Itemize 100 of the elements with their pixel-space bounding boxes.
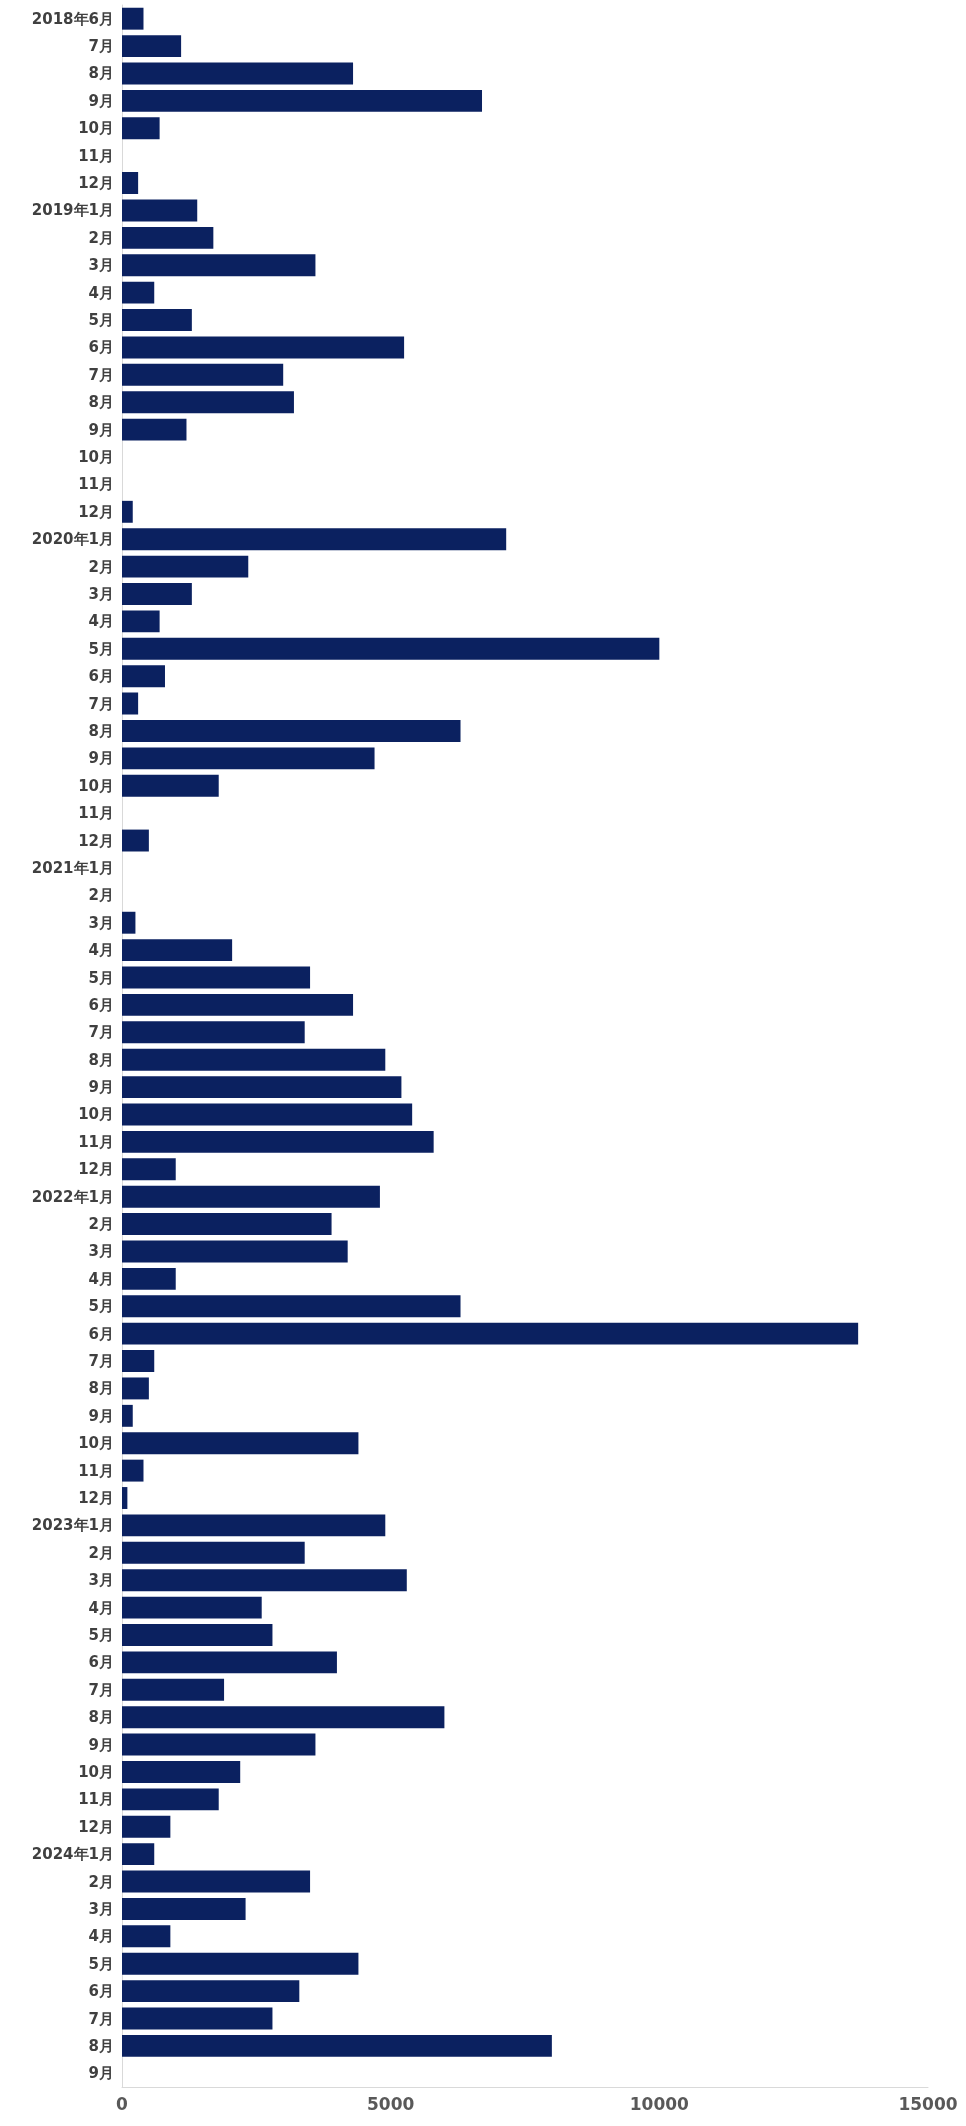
y-tick-label: 3月	[88, 1571, 114, 1590]
y-tick-label: 4月	[88, 941, 114, 960]
bar	[122, 1678, 225, 1701]
y-tick-label: 7月	[88, 694, 114, 713]
y-tick-label: 11月	[78, 1790, 114, 1809]
bar	[122, 500, 133, 523]
bar	[122, 665, 165, 688]
bar	[122, 1569, 407, 1592]
y-tick-label: 7月	[88, 365, 114, 384]
bar	[122, 1952, 359, 1975]
y-tick-label: 9月	[88, 1735, 114, 1754]
y-tick-label: 6月	[88, 338, 114, 357]
bar	[122, 1404, 133, 1427]
bar	[122, 939, 233, 962]
y-tick-label: 2月	[88, 1543, 114, 1562]
y-tick-label: 6月	[88, 1653, 114, 1672]
bar	[122, 583, 192, 605]
bar	[122, 692, 139, 715]
bar	[122, 1541, 305, 1564]
bar	[122, 747, 375, 770]
bar	[122, 1980, 300, 2003]
y-tick-label: 8月	[88, 2036, 114, 2055]
y-tick-label: 2018年6月	[31, 9, 114, 28]
bar	[122, 1350, 155, 1372]
y-tick-label: 6月	[88, 995, 114, 1014]
bar	[122, 1267, 176, 1290]
y-tick-label: 10月	[78, 448, 114, 467]
y-tick-label: 2021年1月	[31, 858, 114, 877]
bar	[122, 89, 483, 112]
y-tick-label: 3月	[88, 256, 114, 275]
y-tick-label: 8月	[88, 1050, 114, 1069]
y-tick-label: 9月	[88, 1406, 114, 1425]
bar	[122, 254, 316, 277]
bar	[122, 528, 507, 551]
bar	[122, 1651, 337, 1674]
x-tick-label: 5000	[367, 2093, 415, 2114]
bar	[122, 1021, 305, 1044]
bar	[122, 774, 219, 797]
y-tick-label: 4月	[88, 283, 114, 302]
y-tick-label: 8月	[88, 1708, 114, 1727]
y-tick-label: 5月	[88, 968, 114, 987]
bar	[122, 1432, 359, 1455]
y-tick-label: 10月	[78, 119, 114, 138]
bar	[122, 1596, 262, 1619]
bar	[122, 610, 160, 633]
bar	[122, 1870, 311, 1893]
bar	[122, 418, 187, 441]
bar	[122, 1158, 176, 1181]
bar	[122, 1459, 144, 1482]
y-tick-label: 12月	[78, 174, 114, 193]
y-tick-label: 9月	[88, 1078, 114, 1097]
y-tick-label: 12月	[78, 831, 114, 850]
bar	[122, 1761, 241, 1783]
bar	[122, 226, 214, 249]
y-tick-label: 10月	[78, 1434, 114, 1453]
y-tick-label: 7月	[88, 2009, 114, 2028]
y-tick-label: 2023年1月	[31, 1516, 114, 1535]
bar	[122, 62, 354, 85]
y-tick-label: 2月	[88, 557, 114, 576]
y-tick-label: 8月	[88, 721, 114, 740]
bar	[122, 555, 249, 578]
bar	[122, 336, 405, 359]
y-tick-label: 5月	[88, 311, 114, 330]
y-tick-label: 7月	[88, 37, 114, 56]
y-tick-label: 3月	[88, 913, 114, 932]
y-tick-label: 9月	[88, 420, 114, 439]
y-tick-label: 3月	[88, 1242, 114, 1261]
y-tick-label: 4月	[88, 1269, 114, 1288]
y-tick-label: 11月	[78, 475, 114, 494]
y-tick-label: 12月	[78, 1160, 114, 1179]
bar	[122, 1130, 434, 1153]
y-tick-label: 3月	[88, 1899, 114, 1918]
y-tick-label: 7月	[88, 1352, 114, 1371]
bar	[122, 1048, 386, 1071]
y-tick-label: 8月	[88, 64, 114, 83]
y-tick-label: 8月	[88, 1379, 114, 1398]
y-tick-label: 5月	[88, 1297, 114, 1316]
bar	[122, 1514, 386, 1537]
bar	[122, 117, 160, 140]
bar	[122, 363, 284, 386]
bar	[122, 172, 139, 195]
bar	[122, 309, 192, 331]
bar	[122, 1733, 316, 1756]
bar	[122, 1624, 273, 1646]
y-tick-label: 4月	[88, 612, 114, 631]
y-tick-label: 2022年1月	[31, 1187, 114, 1206]
bar	[122, 993, 354, 1016]
bar	[122, 1295, 461, 1318]
y-tick-label: 5月	[88, 1954, 114, 1973]
bar	[122, 1213, 332, 1236]
bar	[122, 1103, 413, 1126]
y-tick-label: 3月	[88, 584, 114, 603]
bar	[122, 281, 155, 304]
y-tick-label: 8月	[88, 393, 114, 412]
bar	[122, 2034, 552, 2057]
bar	[122, 1377, 149, 1400]
y-tick-label: 4月	[88, 1598, 114, 1617]
y-tick-label: 2月	[88, 1872, 114, 1891]
bar	[122, 1815, 171, 1838]
bar	[122, 637, 660, 660]
